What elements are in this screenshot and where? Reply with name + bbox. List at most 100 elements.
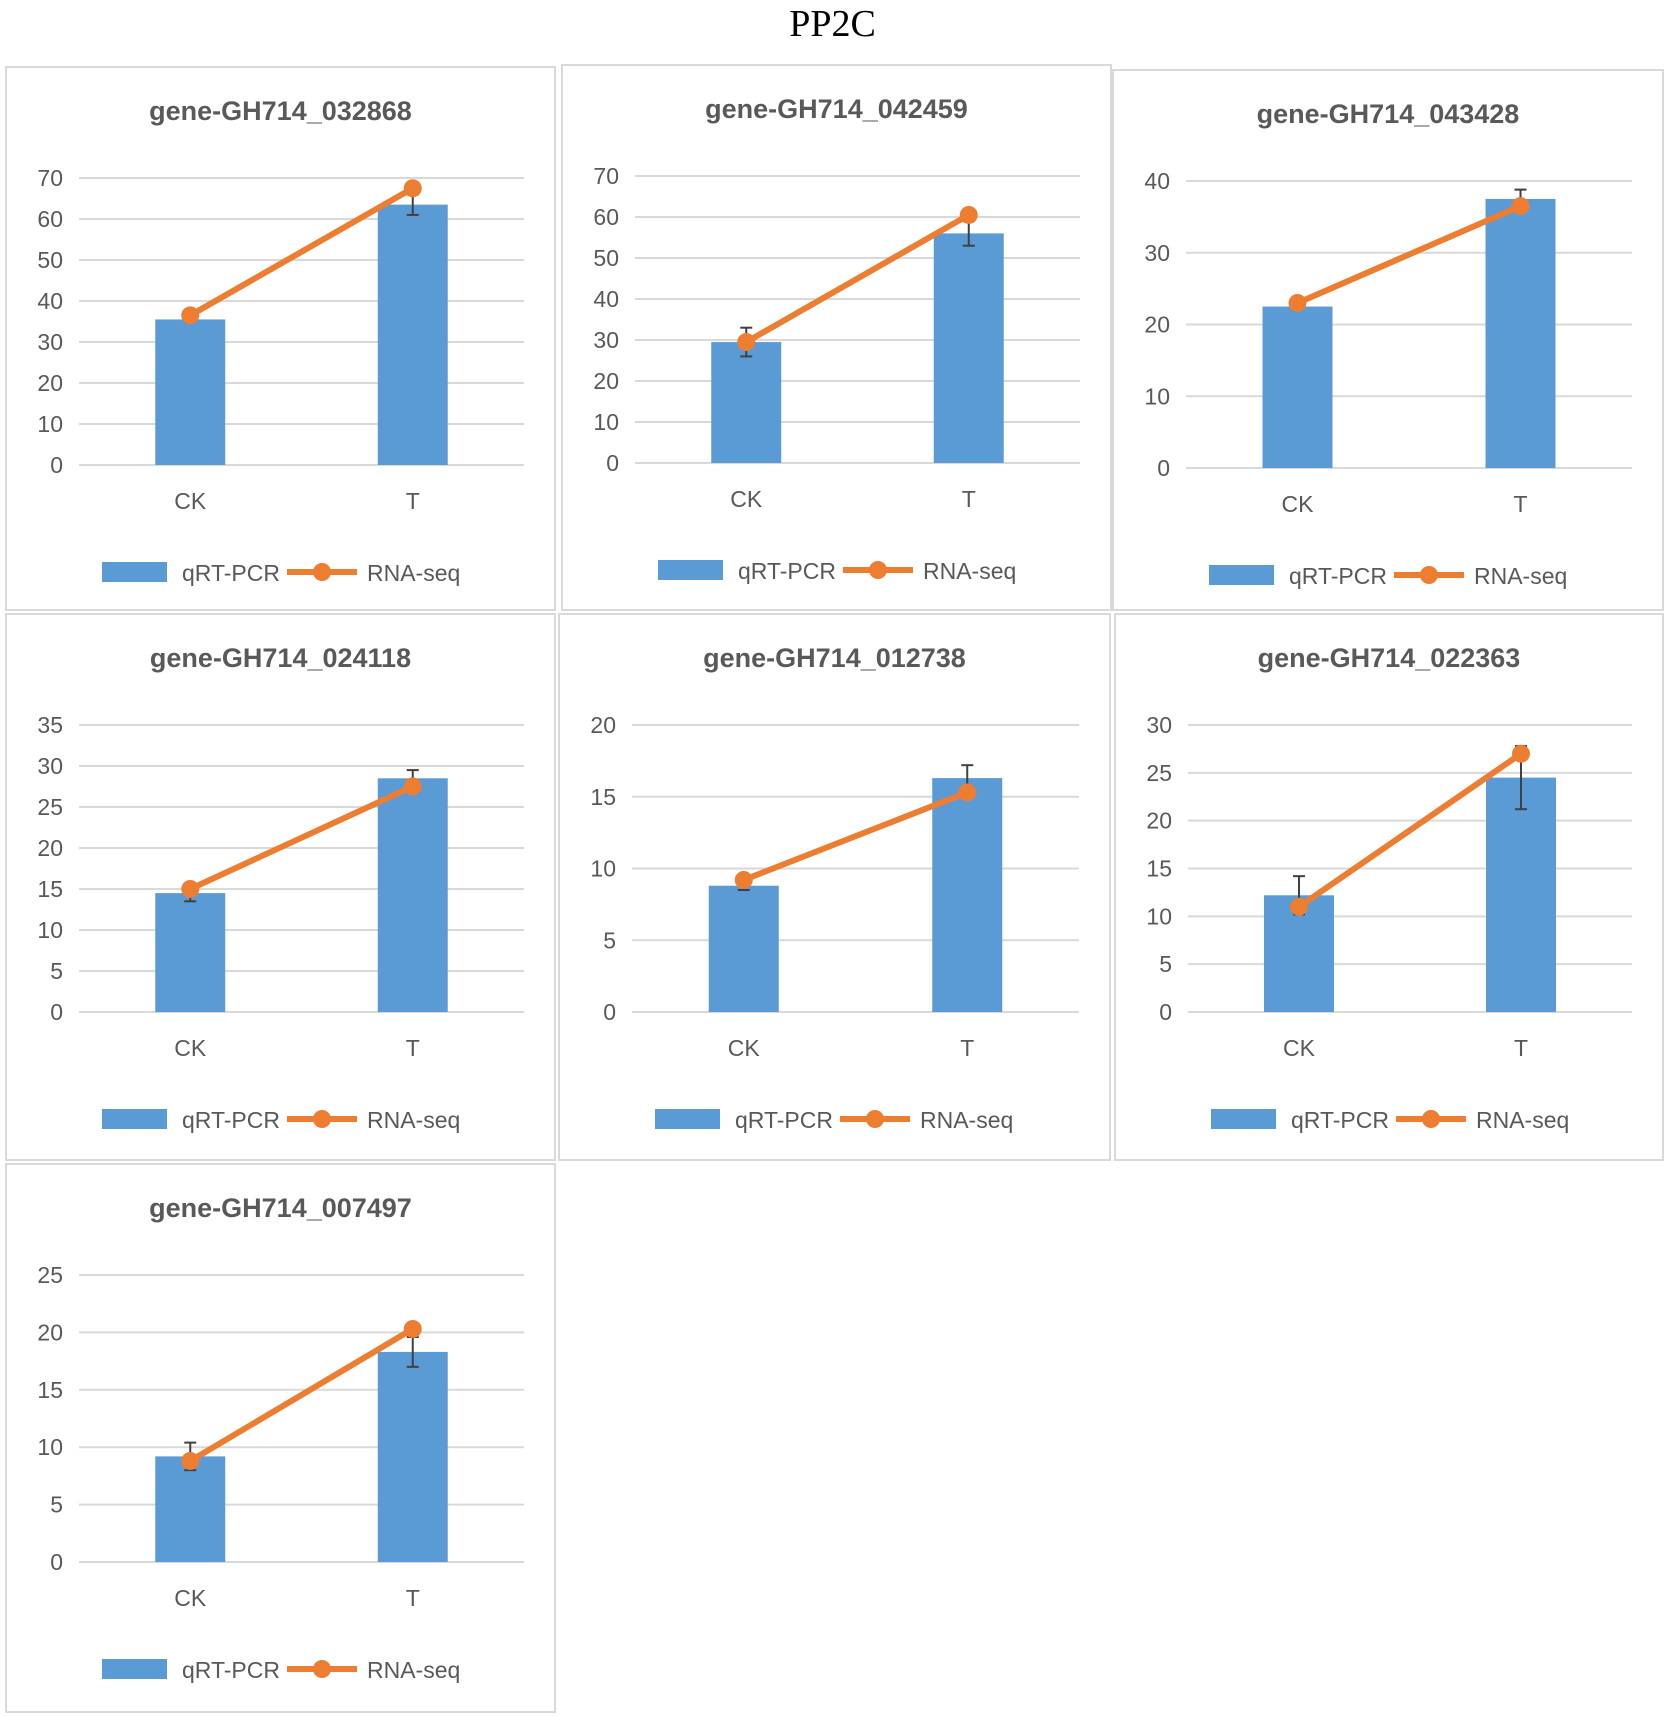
y-tick-label: 40 — [37, 288, 63, 314]
y-tick-label: 35 — [37, 712, 63, 738]
y-tick-label: 30 — [593, 327, 619, 353]
y-tick-label: 5 — [1159, 951, 1172, 977]
x-tick-label: CK — [174, 1585, 207, 1611]
rna-seq-point-T — [959, 205, 978, 224]
bar-T — [933, 233, 1004, 463]
legend-line-label: RNA-seq — [1474, 563, 1567, 589]
legend-line-label: RNA-seq — [923, 558, 1016, 584]
legend-line-marker — [313, 1660, 331, 1678]
rna-seq-point-CK — [181, 880, 200, 898]
x-tick-label: CK — [174, 1035, 207, 1061]
rna-seq-line — [742, 789, 969, 883]
x-tick-label: T — [406, 1035, 420, 1061]
rna-seq-point-CK — [1288, 293, 1307, 312]
legend-bar-label: qRT-PCR — [738, 558, 836, 584]
x-tick-label: CK — [1283, 1035, 1316, 1061]
legend-line-marker — [869, 561, 887, 579]
y-tick-label: 20 — [37, 370, 63, 396]
legend-line-marker — [313, 1110, 331, 1128]
rna-seq-line — [188, 783, 415, 892]
legend-bar-label: qRT-PCR — [182, 1107, 280, 1133]
bar-CK — [155, 893, 226, 1012]
bar-T — [932, 778, 1003, 1012]
bar-T — [1486, 777, 1556, 1012]
y-tick-label: 40 — [593, 286, 619, 312]
chart-svg-2: gene-GH714_042459 0 10 20 30 40 50 60 70 CK TqRT-P… — [593, 94, 1080, 584]
x-tick-label: CK — [728, 1035, 761, 1061]
y-tick-label: 5 — [50, 1492, 63, 1518]
bar-CK — [155, 319, 226, 465]
chart-title: gene-GH714_007497 — [149, 1193, 412, 1223]
y-tick-label: 20 — [593, 368, 619, 394]
y-tick-label: 25 — [37, 1262, 63, 1288]
rna-seq-point-T — [403, 777, 422, 796]
x-tick-label: CK — [730, 486, 763, 512]
legend-line-marker — [866, 1110, 884, 1128]
legend-line-marker — [313, 563, 331, 581]
legend-line-label: RNA-seq — [367, 1657, 460, 1683]
x-tick-label: T — [960, 1035, 974, 1061]
y-tick-label: 15 — [37, 876, 63, 902]
rna-seq-line — [1297, 751, 1523, 910]
x-tick-label: CK — [174, 488, 207, 514]
y-tick-label: 0 — [50, 999, 63, 1025]
x-tick-label: T — [1513, 491, 1527, 517]
y-tick-label: 50 — [37, 247, 63, 273]
bar-CK — [708, 885, 779, 1012]
legend-line-marker — [1420, 566, 1438, 584]
x-tick-label: CK — [1282, 491, 1315, 517]
bar-T — [1485, 198, 1556, 468]
legend-line-label: RNA-seq — [367, 560, 460, 586]
legend-bar-label: qRT-PCR — [182, 1657, 280, 1683]
bar-T — [377, 778, 448, 1012]
rna-seq-line — [1296, 203, 1522, 306]
legend-bar-swatch — [1209, 565, 1274, 585]
y-tick-label: 5 — [603, 927, 616, 953]
chart-title: gene-GH714_032868 — [149, 96, 412, 126]
y-tick-label: 60 — [37, 206, 63, 232]
x-tick-label: T — [406, 488, 420, 514]
x-tick-label: T — [406, 1585, 420, 1611]
y-tick-label: 0 — [50, 1549, 63, 1575]
y-tick-label: 20 — [1146, 808, 1172, 834]
bar-CK — [711, 342, 782, 463]
y-tick-label: 0 — [1159, 999, 1172, 1025]
y-tick-label: 25 — [1146, 760, 1172, 786]
y-tick-label: 20 — [37, 835, 63, 861]
chart-svg-1: gene-GH714_032868 0 10 20 30 40 50 60 70 CK TqRT-P… — [37, 96, 524, 586]
y-tick-label: 15 — [1146, 856, 1172, 882]
legend-bar-swatch — [1211, 1109, 1276, 1129]
y-tick-label: 20 — [1144, 312, 1170, 338]
rna-seq-line — [188, 185, 415, 318]
rna-seq-point-CK — [181, 1451, 200, 1470]
legend-bar-swatch — [102, 562, 167, 582]
rna-seq-line — [188, 1326, 415, 1464]
x-tick-label: T — [1514, 1035, 1528, 1061]
legend-bar-label: qRT-PCR — [1289, 563, 1387, 589]
legend-line-marker — [1422, 1110, 1440, 1128]
y-tick-label: 30 — [37, 753, 63, 779]
y-tick-label: 15 — [37, 1377, 63, 1403]
y-tick-label: 70 — [593, 163, 619, 189]
rna-seq-point-T — [1511, 197, 1530, 216]
rna-seq-point-T — [403, 179, 422, 198]
x-tick-label: T — [962, 486, 976, 512]
y-tick-label: 5 — [50, 958, 63, 984]
rna-seq-line — [744, 212, 971, 345]
y-tick-label: 30 — [1146, 712, 1172, 738]
legend-line-label: RNA-seq — [1476, 1107, 1569, 1133]
chart-title: gene-GH714_022363 — [1258, 643, 1521, 673]
y-tick-label: 10 — [37, 1434, 63, 1460]
y-tick-label: 60 — [593, 204, 619, 230]
bar-CK — [155, 1456, 226, 1562]
legend-line-label: RNA-seq — [920, 1107, 1013, 1133]
legend-bar-swatch — [658, 560, 723, 580]
